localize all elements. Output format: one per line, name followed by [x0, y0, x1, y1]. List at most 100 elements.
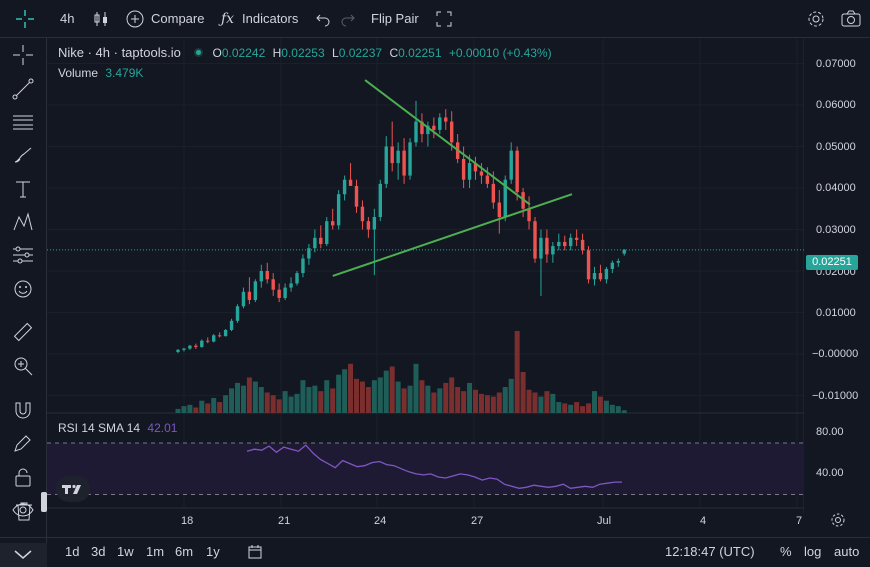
symbol-legend: Nike · 4h · taptools.io O0.02242 H0.0225…: [58, 45, 552, 60]
candle-body: [592, 273, 597, 280]
volume-bar: [318, 391, 324, 413]
volume-bar: [217, 402, 223, 413]
candle-body: [610, 262, 615, 269]
candle-body: [354, 185, 359, 207]
prediction-tool-icon[interactable]: [12, 244, 34, 266]
current-price-tag: 0.02251: [806, 255, 858, 270]
rsi-band: [47, 443, 804, 495]
volume-bar: [597, 396, 603, 413]
time-axis-label: 27: [471, 515, 484, 527]
range-1w-button[interactable]: 1w: [117, 544, 134, 559]
range-1m-button[interactable]: 1m: [146, 544, 165, 559]
trend-line-tool-icon[interactable]: [12, 78, 34, 100]
candle-body: [497, 202, 501, 218]
candle-body: [342, 179, 347, 195]
zoom-in-icon[interactable]: [12, 355, 34, 377]
candle-body: [235, 306, 240, 321]
volume-bar: [419, 380, 425, 413]
lock-icon[interactable]: [12, 466, 34, 488]
range-1y-button[interactable]: 1y: [206, 544, 220, 559]
open-label: O: [212, 46, 222, 60]
volume-bar: [354, 378, 359, 413]
candle-body: [241, 291, 246, 307]
volume-bar: [359, 381, 365, 413]
volume-bar: [377, 377, 383, 413]
volume-bar: [336, 374, 342, 413]
ruler-tool-icon[interactable]: [12, 321, 34, 343]
volume-bar: [223, 395, 229, 413]
volume-bar: [300, 380, 306, 413]
rsi-axis-label: 80.00: [816, 426, 844, 438]
settings-gear-icon[interactable]: [807, 10, 825, 28]
percent-scale-button[interactable]: %: [780, 544, 792, 559]
pencil-lock-icon[interactable]: [12, 432, 34, 454]
volume-label[interactable]: Volume: [58, 66, 99, 80]
interval-button[interactable]: 4h: [60, 11, 75, 26]
candle-body: [289, 283, 293, 288]
candle-body: [586, 250, 591, 280]
candle-body: [509, 150, 513, 180]
volume-bar: [181, 406, 187, 413]
undo-icon[interactable]: [315, 11, 331, 27]
brush-tool-icon[interactable]: [12, 144, 34, 166]
candle-body: [426, 125, 430, 135]
chart-canvas[interactable]: [47, 38, 804, 513]
range-6m-button[interactable]: 6m: [175, 544, 194, 559]
price-axis-label: 0.04000: [816, 182, 856, 194]
magnet-icon[interactable]: [12, 399, 34, 421]
volume-bar: [246, 377, 252, 413]
candle-body: [515, 150, 519, 193]
horizontal-lines-tool-icon[interactable]: [12, 111, 34, 133]
auto-scale-button[interactable]: auto: [834, 544, 860, 559]
candle-body: [372, 217, 377, 230]
candle-body: [491, 183, 496, 203]
close-label: C: [389, 46, 399, 60]
crosshair-logo-icon[interactable]: [15, 9, 35, 29]
volume-bar: [615, 406, 621, 413]
fullscreen-icon[interactable]: [436, 11, 452, 27]
candle-body: [598, 273, 603, 280]
camera-icon[interactable]: [841, 10, 861, 28]
collapse-toolbar-icon[interactable]: [0, 543, 47, 567]
pattern-tool-icon[interactable]: [12, 211, 34, 233]
rsi-label[interactable]: RSI 14 SMA 14: [58, 421, 141, 435]
candle-body: [557, 241, 561, 247]
candle-body: [200, 340, 204, 347]
volume-bar: [580, 406, 586, 413]
axis-settings-gear-icon[interactable]: [830, 512, 846, 528]
text-tool-icon[interactable]: [12, 178, 34, 200]
volume-bar: [526, 389, 532, 413]
candle-body: [467, 163, 472, 180]
symbol-name[interactable]: Nike · 4h · taptools.io: [58, 45, 181, 60]
candle-body: [217, 335, 222, 337]
emoji-tool-icon[interactable]: [12, 278, 34, 300]
utc-clock[interactable]: 12:18:47 (UTC): [665, 544, 755, 559]
volume-legend: Volume 3.479K: [58, 66, 143, 80]
volume-bar: [609, 404, 615, 413]
left-panel-handle-icon[interactable]: [41, 492, 47, 512]
volume-bar: [568, 404, 574, 413]
candle-body: [533, 221, 537, 259]
crosshair-tool-icon[interactable]: [12, 44, 34, 66]
candle-body: [408, 142, 412, 176]
candles-chart-type-icon[interactable]: [92, 10, 110, 28]
low-label: L: [332, 46, 339, 60]
flip-pair-button[interactable]: Flip Pair: [371, 11, 419, 26]
volume-bar: [288, 396, 294, 413]
volume-bar: [324, 380, 330, 413]
volume-bar: [175, 408, 181, 413]
candle-body: [574, 237, 579, 240]
candle-body: [390, 146, 394, 164]
range-1d-button[interactable]: 1d: [65, 544, 80, 559]
redo-icon[interactable]: [340, 11, 356, 27]
delete-icon[interactable]: [13, 500, 35, 522]
volume-bar: [520, 372, 526, 413]
candle-body: [366, 221, 371, 230]
candle-body: [223, 329, 228, 337]
tradingview-logo[interactable]: [56, 476, 90, 502]
date-range-calendar-icon[interactable]: [247, 544, 263, 560]
range-3d-button[interactable]: 3d: [91, 544, 106, 559]
log-scale-button[interactable]: log: [804, 544, 822, 559]
high-label: H: [272, 46, 282, 60]
volume-bar: [240, 385, 246, 413]
